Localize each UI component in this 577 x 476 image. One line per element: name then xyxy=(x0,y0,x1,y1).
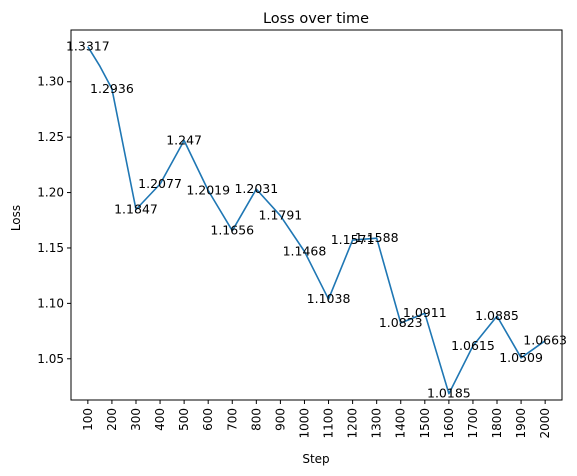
x-tick-label: 400 xyxy=(153,408,167,431)
plot-frame xyxy=(70,29,563,401)
series-line xyxy=(87,46,546,395)
x-tick-label: 1000 xyxy=(297,408,311,439)
x-tick-label: 1200 xyxy=(346,408,360,439)
x-tick-label: 500 xyxy=(177,408,191,431)
data-label: 1.2077 xyxy=(138,176,182,191)
data-label: 1.2031 xyxy=(234,181,278,196)
data-label: 1.2019 xyxy=(186,182,230,197)
data-label: 1.0509 xyxy=(499,350,543,365)
x-tick-label: 700 xyxy=(225,408,239,431)
chart-title: Loss over time xyxy=(263,11,369,27)
y-tick-label: 1.15 xyxy=(37,241,64,255)
y-tick-label: 1.20 xyxy=(37,186,64,200)
data-labels: 1.3317 1.2936 1.1847 1.2077 1.247 1.2019 1.165… xyxy=(66,39,567,401)
data-label: 1.0885 xyxy=(475,308,519,323)
data-label: 1.1038 xyxy=(307,291,351,306)
data-label: 1.1588 xyxy=(355,230,399,245)
data-label: 1.3317 xyxy=(66,39,110,54)
y-tick-label: 1.05 xyxy=(37,352,64,366)
x-tick-label: 200 xyxy=(105,408,119,431)
x-tick-label: 300 xyxy=(129,408,143,431)
data-label: 1.2936 xyxy=(90,81,134,96)
data-label: 1.247 xyxy=(166,132,202,147)
data-label: 1.1468 xyxy=(283,244,327,259)
x-tick-label: 1700 xyxy=(466,408,480,439)
data-label: 1.0823 xyxy=(379,315,423,330)
data-label: 1.0185 xyxy=(427,386,471,401)
y-axis: 1.05 1.10 1.15 1.20 1.25 1.30 xyxy=(37,75,71,366)
x-tick-label: 1900 xyxy=(514,408,528,439)
x-tick-label: 1800 xyxy=(490,408,504,439)
data-label: 1.0663 xyxy=(523,333,567,348)
data-label: 1.1791 xyxy=(259,208,303,223)
y-tick-label: 1.30 xyxy=(37,75,64,89)
x-tick-label: 1100 xyxy=(322,408,336,439)
x-tick-label: 900 xyxy=(273,408,287,431)
x-tick-label: 2000 xyxy=(538,408,552,439)
x-tick-label: 1400 xyxy=(394,408,408,439)
plot-area: 100 200 300 400 500 600 700 800 900 1000 1100 1200 1… xyxy=(37,29,567,439)
data-label: 1.0911 xyxy=(403,305,447,320)
y-tick-label: 1.10 xyxy=(37,296,64,310)
y-tick-label: 1.25 xyxy=(37,130,64,144)
x-tick-label: 1500 xyxy=(418,408,432,439)
x-tick-label: 1300 xyxy=(370,408,384,439)
x-tick-label: 800 xyxy=(249,408,263,431)
data-label: 1.1571 xyxy=(331,232,375,247)
y-axis-title: Loss xyxy=(9,205,23,231)
data-label: 1.1847 xyxy=(114,202,158,217)
x-axis: 100 200 300 400 500 600 700 800 900 1000 1100 1200 1… xyxy=(81,400,552,439)
data-label: 1.1656 xyxy=(210,223,254,238)
x-tick-label: 100 xyxy=(81,408,95,431)
data-label: 1.0615 xyxy=(451,338,495,353)
x-axis-title: Step xyxy=(302,452,329,466)
x-tick-label: 600 xyxy=(201,408,215,431)
x-tick-label: 1600 xyxy=(442,408,456,439)
